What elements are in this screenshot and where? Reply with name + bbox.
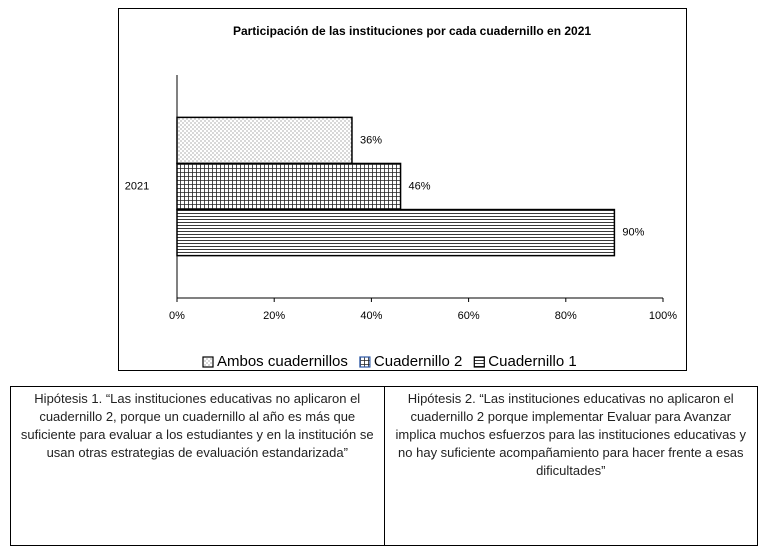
data-label: 36% <box>360 134 382 146</box>
legend-label: Cuadernillo 2 <box>374 353 462 370</box>
data-label: 90% <box>622 226 644 238</box>
bar <box>176 208 616 257</box>
legend-swatch <box>473 356 485 368</box>
x-tick-label: 60% <box>458 310 480 322</box>
page: {"chart_data": {"type": "hbar", "title":… <box>10 8 758 546</box>
chart-title: Participación de las instituciones por c… <box>233 24 591 38</box>
x-tick-label: 80% <box>555 310 577 322</box>
table-cell: Hipótesis 1. “Las instituciones educativ… <box>20 391 374 460</box>
y-tick-label: 2021 <box>125 180 149 192</box>
legend-label: Cuadernillo 1 <box>488 353 576 370</box>
bar <box>176 162 402 211</box>
x-tick-label: 0% <box>169 310 185 322</box>
x-tick-label: 20% <box>263 310 285 322</box>
chart: Participación de las instituciones por c… <box>118 8 687 371</box>
legend-swatch <box>359 356 371 368</box>
legend-swatch <box>202 356 214 368</box>
bar <box>176 116 353 165</box>
table-cell: Hipótesis 2. “Las instituciones educativ… <box>383 387 758 545</box>
data-label: 46% <box>409 180 431 192</box>
x-tick-label: 40% <box>360 310 382 322</box>
legend-label: Ambos cuadernillos <box>217 353 348 370</box>
hypothesis-table: Hipótesis 1. “Las instituciones educativ… <box>10 386 758 546</box>
x-tick-label: 100% <box>649 310 677 322</box>
